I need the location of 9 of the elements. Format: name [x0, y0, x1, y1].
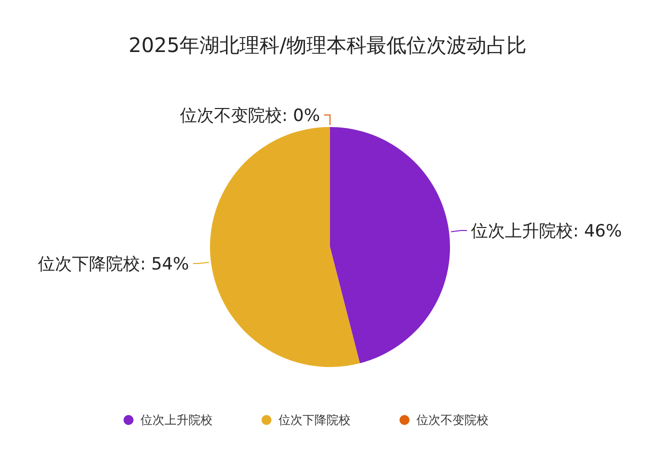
pie-slice — [330, 127, 450, 364]
legend-label: 位次上升院校 — [140, 413, 212, 427]
text: 位次不变院校: 0% — [180, 106, 320, 126]
chart-title: 2025年湖北理科/物理本科最低位次波动占比 — [128, 33, 526, 57]
data-label: 位次上升院校: 46% — [470, 221, 622, 242]
legend-label: 位次下降院校 — [278, 413, 350, 427]
data-label: 位次下降院校: 54% — [38, 254, 190, 275]
legend-label: 位次不变院校 — [416, 413, 488, 427]
pie-slice — [210, 127, 360, 367]
